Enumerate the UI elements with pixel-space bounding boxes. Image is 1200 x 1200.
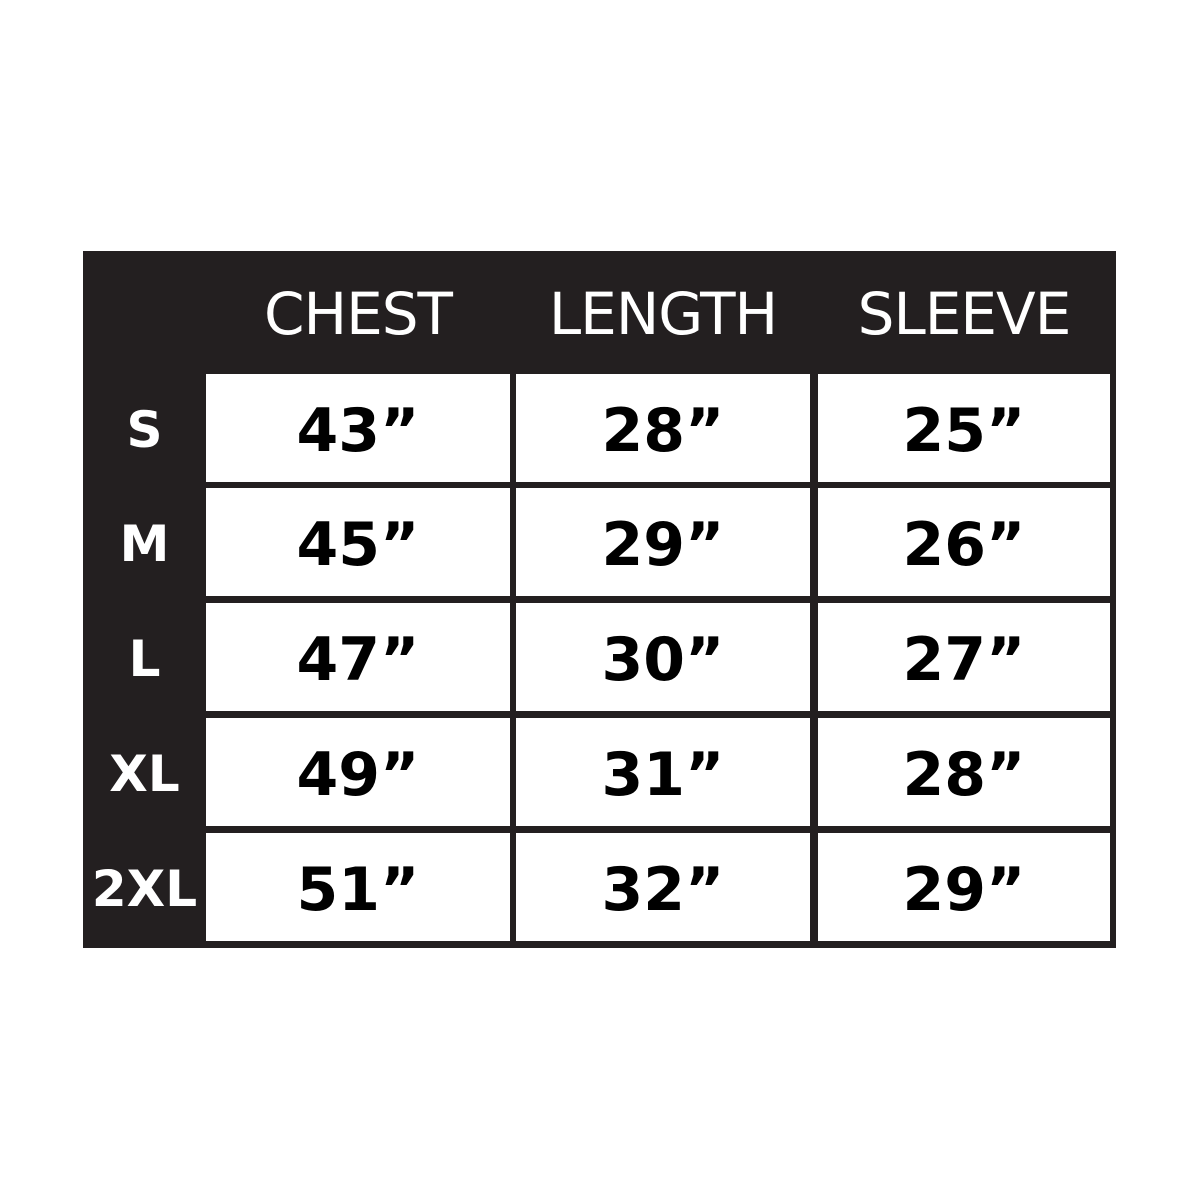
table-cell-xl-length: 31” (516, 718, 810, 826)
column-header-length: LENGTH (548, 280, 778, 348)
table-cell-xl-chest: 49” (206, 718, 510, 826)
size-chart-table: CHEST LENGTH SLEEVE S 43” 28” 25” M 45” 29” 26” L 47… (83, 251, 1116, 948)
table-cell-s-chest: 43” (206, 374, 510, 482)
table-cell-2xl-sleeve: 29” (818, 833, 1110, 941)
table-cell-s-sleeve: 25” (818, 374, 1110, 482)
table-cell-s-length: 28” (516, 374, 810, 482)
row-label-s: S (126, 401, 163, 459)
column-header-sleeve: SLEEVE (857, 280, 1072, 348)
table-cell-m-length: 29” (516, 488, 810, 596)
table-cell-m-sleeve: 26” (818, 488, 1110, 596)
table-cell-2xl-length: 32” (516, 833, 810, 941)
table-cell-xl-sleeve: 28” (818, 718, 1110, 826)
table-cell-l-length: 30” (516, 603, 810, 711)
row-label-m: M (119, 515, 170, 573)
table-cell-l-chest: 47” (206, 603, 510, 711)
table-cell-m-chest: 45” (206, 488, 510, 596)
row-label-xl: XL (109, 745, 180, 803)
row-label-l: L (128, 630, 161, 688)
table-cell-2xl-chest: 51” (206, 833, 510, 941)
table-cell-l-sleeve: 27” (818, 603, 1110, 711)
row-label-2xl: 2XL (91, 860, 198, 918)
column-header-chest: CHEST (263, 280, 453, 348)
